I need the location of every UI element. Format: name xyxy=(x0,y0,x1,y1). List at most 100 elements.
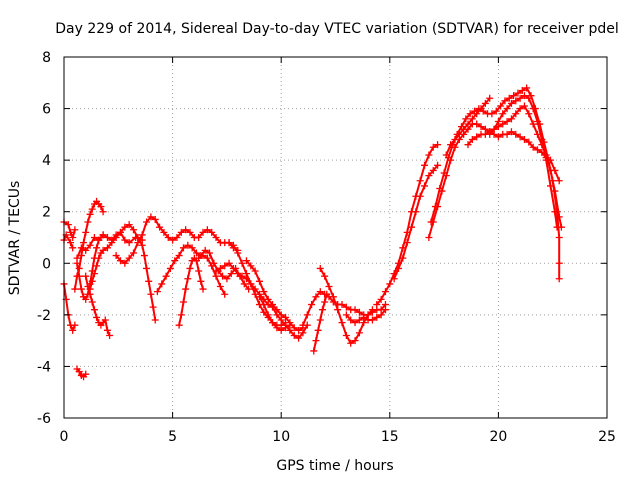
data-point-marker xyxy=(273,324,281,332)
x-tick-label: 25 xyxy=(598,429,616,445)
data-point-marker xyxy=(529,143,537,151)
data-point-marker xyxy=(199,252,207,260)
data-point-marker xyxy=(269,301,277,309)
data-point-marker xyxy=(510,92,518,100)
series-line xyxy=(245,259,304,332)
data-point-marker xyxy=(206,249,214,257)
data-point-marker xyxy=(314,326,322,334)
y-axis-label: SDTVAR / TECUs xyxy=(7,181,23,296)
data-point-marker xyxy=(316,316,324,324)
data-point-marker xyxy=(260,288,268,296)
data-point-marker xyxy=(175,321,183,329)
data-point-marker xyxy=(130,226,138,234)
data-point-marker xyxy=(121,259,129,267)
data-point-marker xyxy=(466,110,474,118)
data-point-marker xyxy=(290,331,298,339)
data-point-marker xyxy=(149,303,157,311)
data-point-marker xyxy=(427,218,435,226)
data-point-marker xyxy=(464,141,472,149)
data-point-marker xyxy=(533,146,541,154)
data-point-marker xyxy=(551,187,559,195)
data-point-marker xyxy=(242,257,250,265)
data-point-marker xyxy=(77,244,85,252)
data-point-marker xyxy=(516,105,524,113)
data-point-marker xyxy=(477,105,485,113)
data-point-marker xyxy=(245,285,253,293)
data-point-marker xyxy=(512,110,520,118)
data-point-marker xyxy=(86,241,94,249)
data-point-marker xyxy=(468,136,476,144)
data-point-marker xyxy=(416,192,424,200)
x-tick-label: 5 xyxy=(168,429,177,445)
data-point-marker xyxy=(451,136,459,144)
data-point-marker xyxy=(90,234,98,241)
data-point-marker xyxy=(86,210,94,218)
data-point-marker xyxy=(473,110,481,118)
data-point-marker xyxy=(355,329,363,337)
data-point-marker xyxy=(434,141,442,149)
series-arc-22 xyxy=(373,141,442,309)
data-point-marker xyxy=(203,254,211,262)
data-point-marker xyxy=(251,290,259,298)
data-point-marker xyxy=(93,244,101,252)
data-point-marker xyxy=(505,94,513,102)
data-point-marker xyxy=(99,246,107,254)
data-point-marker xyxy=(555,213,563,221)
data-point-marker xyxy=(251,267,259,275)
data-point-marker xyxy=(108,239,116,247)
data-point-marker xyxy=(499,110,507,118)
y-tick-label: 4 xyxy=(42,153,51,169)
data-point-marker xyxy=(219,272,227,280)
data-point-marker xyxy=(112,234,120,241)
x-tick-label: 20 xyxy=(489,429,507,445)
data-point-marker xyxy=(93,313,101,321)
series-arc-19 xyxy=(310,290,331,355)
data-point-marker xyxy=(295,334,303,342)
data-point-marker xyxy=(103,234,111,241)
data-point-marker xyxy=(71,285,79,293)
data-point-marker xyxy=(227,270,235,278)
data-point-marker xyxy=(147,213,155,221)
data-point-marker xyxy=(486,94,494,102)
data-point-marker xyxy=(555,275,563,283)
data-point-marker xyxy=(499,120,507,128)
data-point-marker xyxy=(321,298,329,306)
data-point-marker xyxy=(99,208,107,216)
data-point-marker xyxy=(156,223,164,231)
data-point-marker xyxy=(429,143,437,151)
data-point-marker xyxy=(80,239,88,247)
series-line xyxy=(375,143,439,306)
data-point-marker xyxy=(355,308,363,316)
data-point-marker xyxy=(208,228,216,236)
data-point-marker xyxy=(138,231,146,239)
data-point-marker xyxy=(101,316,109,324)
series-arc-28 xyxy=(486,92,561,231)
data-point-marker xyxy=(112,252,120,260)
data-point-marker xyxy=(520,92,528,100)
series-line xyxy=(345,308,387,324)
data-point-marker xyxy=(529,120,537,128)
data-point-marker xyxy=(399,254,407,262)
data-point-marker xyxy=(473,133,481,141)
data-point-marker xyxy=(310,347,318,355)
data-point-marker xyxy=(138,241,146,249)
series-arc-17 xyxy=(255,293,294,334)
data-point-marker xyxy=(264,311,272,319)
data-point-marker xyxy=(368,316,376,324)
data-point-marker xyxy=(143,218,151,226)
data-point-marker xyxy=(223,275,231,283)
data-point-marker xyxy=(269,319,277,327)
data-point-marker xyxy=(212,267,220,275)
data-point-marker xyxy=(434,161,442,169)
data-point-marker xyxy=(199,285,207,293)
data-point-marker xyxy=(201,246,209,254)
data-point-marker xyxy=(145,277,153,285)
data-point-marker xyxy=(381,288,389,296)
data-point-marker xyxy=(173,234,181,241)
data-point-marker xyxy=(473,120,481,128)
data-point-marker xyxy=(116,228,124,236)
data-point-marker xyxy=(171,257,179,265)
data-point-marker xyxy=(533,117,541,125)
y-tick-label: -2 xyxy=(37,308,51,324)
